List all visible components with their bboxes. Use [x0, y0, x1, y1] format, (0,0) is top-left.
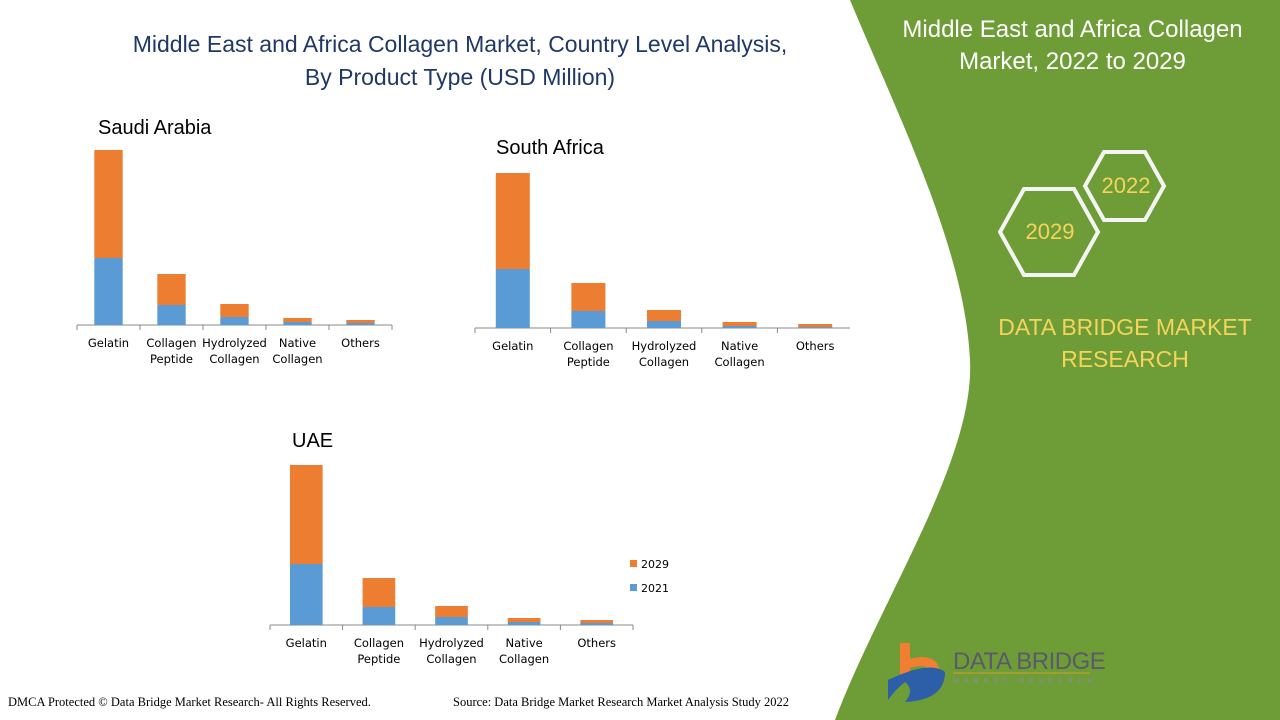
bar-2029-hydrolyzed-collagen	[435, 606, 468, 617]
bar-2021-collagen-peptide	[571, 311, 606, 328]
brand-line-1: DATA BRIDGE MARKET	[998, 314, 1252, 340]
panel-title-line-2: Market, 2022 to 2029	[959, 48, 1186, 75]
logo-subtitle: MARKET RESEARCH	[953, 678, 1098, 685]
x-tick-label: Collagen Peptide	[146, 336, 196, 366]
chart-subtitle: Saudi Arabia	[98, 117, 212, 139]
chart-saudi-arabia: Saudi Arabia Gelatin Collagen PeptideHydrol…	[76, 117, 393, 366]
bar-2029-collagen-peptide	[157, 274, 186, 305]
bar-2029-gelatin	[94, 150, 123, 258]
legend-label-2021: 2021	[641, 582, 669, 595]
legend-swatch-2029	[630, 560, 637, 567]
bar-2021-others	[580, 623, 614, 625]
x-tick-label: Native Collagen	[499, 636, 549, 666]
title-line-2: By Product Type (USD Million)	[304, 64, 616, 90]
x-tick-label: Gelatin	[492, 339, 533, 353]
bar-2021-native-collagen	[283, 322, 312, 325]
bar-2021-collagen-peptide	[362, 607, 396, 625]
x-tick-label: Native Collagen	[715, 339, 765, 369]
x-tick-label: Gelatin	[88, 336, 129, 350]
bar-2029-others	[346, 320, 375, 323]
bar-2029-hydrolyzed-collagen	[646, 310, 682, 321]
hex-label-2022: 2022	[1101, 173, 1151, 198]
chart-subtitle: South Africa	[496, 137, 605, 159]
logo-icon	[888, 643, 1090, 702]
chart-title: Middle East and Africa Collagen Market, …	[60, 28, 860, 94]
x-tick-label: Others	[341, 336, 380, 350]
bar-2021-native-collagen	[507, 622, 541, 625]
x-tick-label: Others	[577, 636, 616, 650]
legend-swatch-2021	[630, 584, 637, 591]
x-tick-label: Collagen Peptide	[354, 636, 404, 666]
bar-2029-hydrolyzed-collagen	[220, 304, 249, 317]
bar-2021-gelatin	[94, 258, 123, 325]
bar-2021-hydrolyzed-collagen	[646, 321, 682, 328]
bar-2029-gelatin	[289, 465, 323, 564]
bar-2029-gelatin	[495, 173, 530, 269]
bar-2021-others	[798, 327, 833, 328]
chart-subtitle: UAE	[292, 430, 333, 452]
x-tick-label: Hydrolyzed Collagen	[632, 339, 697, 369]
chart-uae: UAE Gelatin Collagen Peptide Hydrolyzed Colla…	[269, 430, 669, 666]
x-tick-label: Hydrolyzed Collagen	[419, 636, 484, 666]
panel-title-line-1: Middle East and Africa Collagen	[902, 16, 1243, 43]
x-tick-label: Collagen Peptide	[563, 339, 613, 369]
bar-2021-hydrolyzed-collagen	[220, 317, 249, 325]
bar-2029-native-collagen	[507, 618, 541, 622]
hex-label-2029: 2029	[1025, 219, 1075, 244]
footer-copyright: DMCA Protected © Data Bridge Market Rese…	[8, 695, 371, 709]
brand-text: DATA BRIDGE MARKET RESEARCH	[985, 311, 1265, 375]
brand-line-2: RESEARCH	[1061, 346, 1189, 372]
chart-south-africa: South Africa Gelatin Collagen Peptide Hydrol…	[474, 137, 850, 369]
legend-label-2029: 2029	[641, 558, 669, 571]
hexagon-2029-icon	[997, 187, 1101, 277]
bar-2029-collagen-peptide	[362, 578, 396, 607]
bar-2021-collagen-peptide	[157, 305, 186, 325]
logo-name: DATA BRIDGE	[953, 648, 1106, 675]
x-tick-label: Hydrolyzed Collagen	[202, 336, 267, 366]
panel-title: Middle East and Africa Collagen Market, …	[880, 14, 1265, 78]
title-line-1: Middle East and Africa Collagen Market, …	[132, 31, 788, 57]
x-tick-label: Gelatin	[286, 636, 327, 650]
bar-2029-collagen-peptide	[571, 283, 606, 311]
bar-2021-hydrolyzed-collagen	[435, 617, 468, 625]
bar-2029-native-collagen	[722, 322, 757, 326]
bar-2029-native-collagen	[283, 318, 312, 322]
bar-2029-others	[798, 324, 833, 327]
footer-source: Source: Data Bridge Market Research Mark…	[453, 695, 790, 709]
hexagon-2022-icon	[1082, 150, 1167, 222]
x-tick-label: Others	[796, 339, 835, 353]
bar-2021-others	[346, 323, 375, 325]
bar-2029-others	[580, 620, 614, 623]
x-tick-label: Native Collagen	[272, 336, 322, 366]
bar-2021-gelatin	[289, 564, 323, 625]
bar-2021-native-collagen	[722, 326, 757, 328]
bar-2021-gelatin	[495, 269, 530, 328]
